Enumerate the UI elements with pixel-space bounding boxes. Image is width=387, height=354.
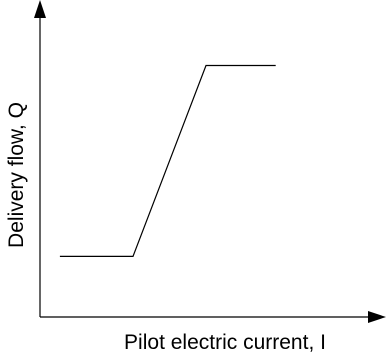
flow-curve: [59, 64, 276, 257]
x-axis-label: Pilot electric current, I: [124, 331, 326, 354]
y-axis-arrow-icon: [34, 0, 46, 18]
x-axis-arrow-icon: [368, 311, 386, 323]
y-axis-label: Delivery flow, Q: [5, 102, 28, 248]
